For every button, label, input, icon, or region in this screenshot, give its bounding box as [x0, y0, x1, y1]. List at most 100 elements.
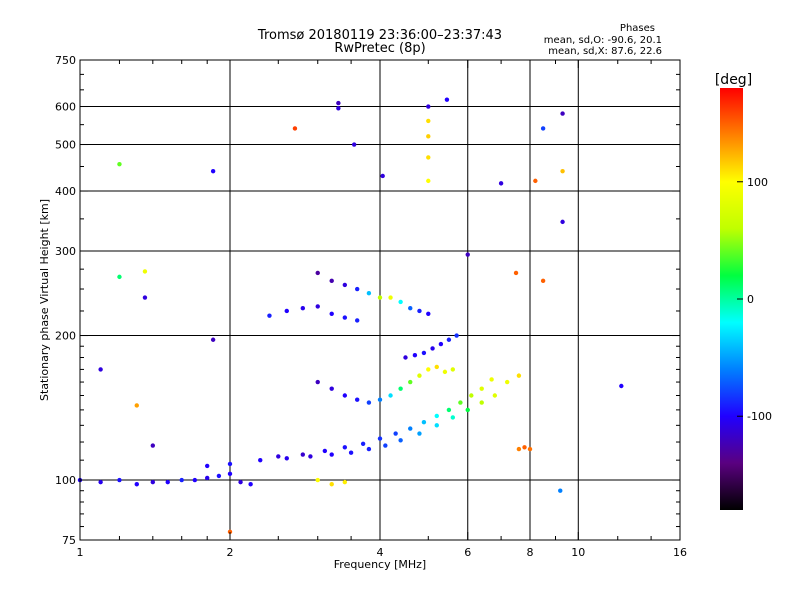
grid: [80, 60, 680, 540]
data-point: [454, 333, 459, 338]
x-tick-label: 10: [571, 546, 585, 559]
data-point: [434, 423, 439, 428]
data-point: [98, 367, 103, 372]
x-tick-label: 6: [464, 546, 471, 559]
data-point: [292, 126, 298, 131]
data-point: [351, 142, 357, 147]
y-tick-label: 300: [55, 245, 76, 258]
stats-x-mode: mean, sd,X: 87.6, 22.6: [548, 46, 662, 57]
data-point: [489, 377, 494, 382]
data-point: [360, 441, 366, 446]
data-point: [354, 397, 360, 402]
colorbar-tick-label: 0: [747, 293, 754, 306]
data-point: [134, 403, 139, 408]
data-point: [516, 373, 522, 378]
data-point: [444, 97, 450, 102]
data-point: [142, 269, 148, 274]
data-point: [426, 155, 431, 160]
y-tick-label: 100: [55, 474, 76, 487]
data-point: [227, 529, 233, 535]
data-point: [527, 446, 533, 452]
data-point: [426, 134, 431, 139]
data-point: [276, 454, 281, 459]
y-tick-label: 500: [55, 139, 76, 152]
data-point: [216, 473, 222, 479]
data-point: [329, 311, 334, 316]
data-point: [308, 454, 313, 459]
data-point: [533, 178, 538, 184]
data-point: [377, 397, 383, 402]
colorbar-ticks: 100 0 -100: [737, 176, 772, 423]
data-point: [329, 278, 334, 284]
data-point: [421, 350, 427, 356]
data-point: [434, 413, 439, 419]
data-points: [77, 97, 624, 535]
data-point: [354, 318, 360, 323]
data-point: [142, 295, 148, 300]
data-point: [458, 400, 463, 405]
data-point: [388, 393, 393, 398]
data-point: [366, 400, 372, 405]
data-point: [426, 118, 431, 124]
data-point: [469, 393, 474, 398]
data-point: [165, 479, 170, 485]
data-point: [446, 337, 452, 342]
data-point: [403, 355, 408, 360]
x-tick-label: 8: [527, 546, 534, 559]
data-point: [342, 315, 348, 320]
data-point: [426, 311, 431, 316]
y-tick-label: 75: [62, 534, 76, 547]
data-point: [227, 461, 233, 467]
data-point: [284, 308, 289, 314]
data-point: [300, 306, 306, 311]
data-point: [322, 448, 328, 454]
data-point: [513, 270, 519, 276]
x-tick-label: 16: [673, 546, 687, 559]
data-point: [398, 438, 403, 443]
data-point: [366, 446, 372, 452]
x-tick-label: 1: [77, 546, 84, 559]
data-point: [248, 482, 253, 487]
x-axis-label: Frequency [MHz]: [334, 558, 426, 571]
data-point: [417, 373, 422, 378]
data-point: [412, 352, 418, 358]
data-point: [450, 415, 456, 420]
data-point: [117, 477, 122, 483]
data-point: [442, 369, 448, 375]
data-point: [398, 299, 403, 305]
data-point: [342, 393, 348, 398]
data-point: [192, 477, 198, 483]
data-point: [315, 270, 320, 276]
x-tick-label: 2: [227, 546, 234, 559]
data-point: [504, 379, 510, 385]
data-point: [377, 295, 383, 300]
data-point: [560, 219, 565, 225]
data-point: [446, 407, 452, 413]
colorbar: [720, 88, 743, 510]
data-point: [560, 168, 565, 174]
data-point: [336, 106, 341, 111]
y-axis-label: Stationary phase Virtual Height [km]: [38, 199, 51, 401]
data-point: [408, 306, 413, 311]
data-point: [426, 367, 431, 372]
data-point: [204, 463, 210, 469]
data-point: [227, 471, 233, 477]
data-point: [438, 341, 444, 347]
data-point: [150, 443, 156, 448]
chart-title: Tromsø 20180119 23:36:00–23:37:43: [257, 28, 503, 43]
axis-ticks: 1 2 4 6 8 10 16 75 100 200 300 400 500 600 750: [55, 54, 687, 559]
data-point: [434, 364, 439, 370]
data-point: [98, 479, 103, 485]
data-point: [238, 479, 243, 485]
data-point: [479, 400, 484, 405]
data-point: [417, 308, 422, 314]
data-point: [348, 450, 354, 455]
colorbar-tick-label: 100: [747, 176, 768, 189]
data-point: [540, 278, 546, 284]
data-point: [150, 479, 156, 485]
data-point: [258, 457, 263, 463]
data-point: [408, 426, 413, 431]
data-point: [421, 419, 427, 425]
data-point: [342, 282, 348, 288]
